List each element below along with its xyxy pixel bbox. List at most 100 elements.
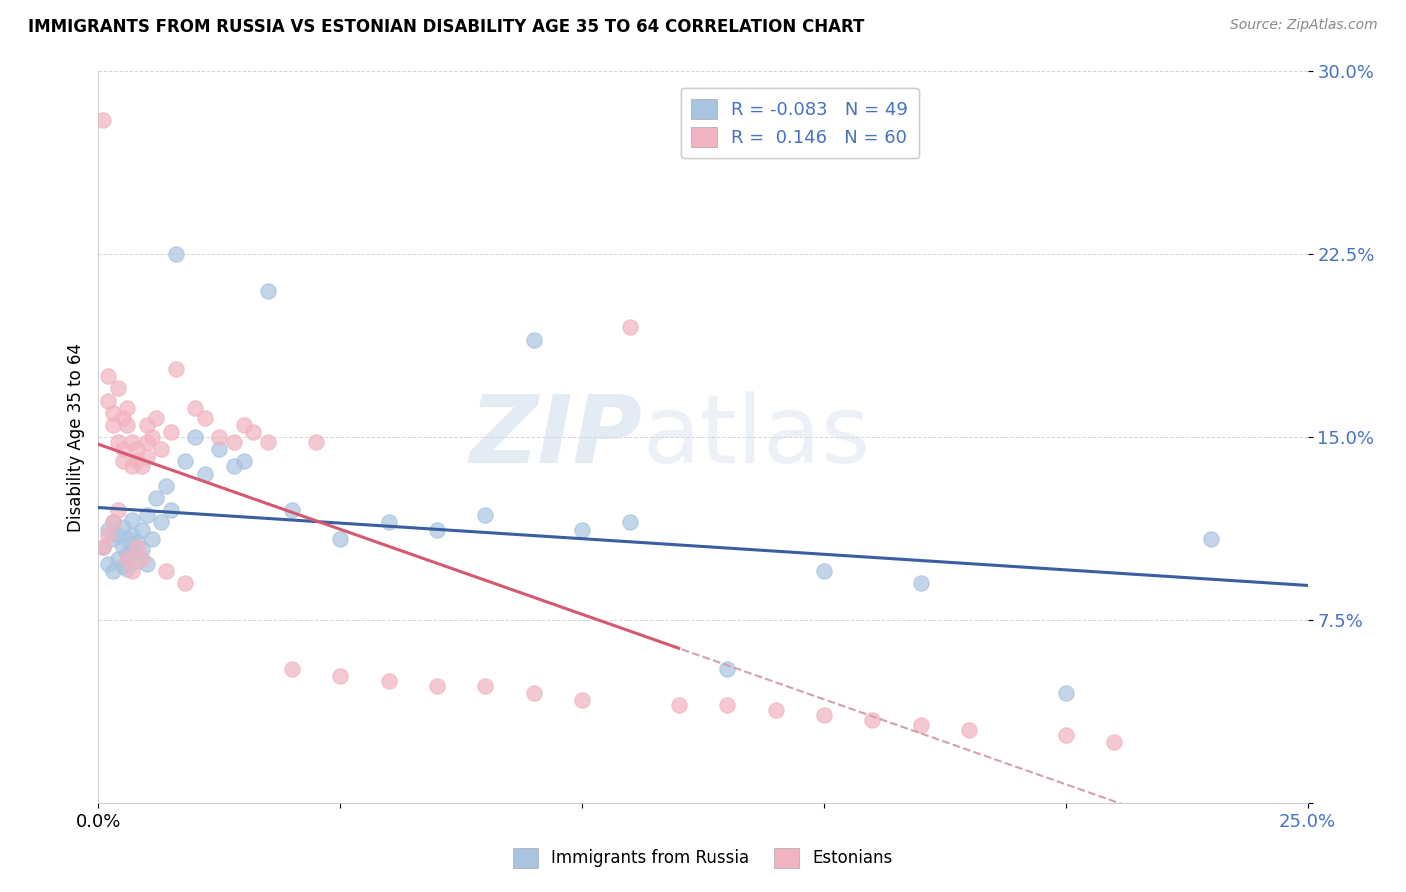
Point	[97, 523, 120, 537]
Point	[474, 508, 496, 522]
Point	[160, 425, 183, 440]
Point	[155, 479, 177, 493]
Point	[910, 718, 932, 732]
Point	[127, 535, 149, 549]
Point	[111, 559, 134, 574]
Point	[131, 459, 153, 474]
Point	[232, 454, 254, 468]
Point	[127, 454, 149, 468]
Point	[155, 564, 177, 578]
Point	[208, 430, 231, 444]
Point	[813, 564, 835, 578]
Point	[222, 459, 245, 474]
Point	[101, 516, 124, 530]
Point	[232, 417, 254, 432]
Point	[141, 430, 163, 444]
Point	[101, 533, 124, 547]
Point	[111, 520, 134, 534]
Point	[765, 703, 787, 717]
Point	[329, 533, 352, 547]
Point	[281, 662, 304, 676]
Point	[426, 523, 449, 537]
Point	[101, 516, 124, 530]
Point	[150, 442, 173, 457]
Point	[174, 576, 197, 591]
Point	[121, 544, 143, 558]
Point	[165, 247, 187, 261]
Point	[121, 527, 143, 541]
Point	[1054, 727, 1077, 741]
Text: IMMIGRANTS FROM RUSSIA VS ESTONIAN DISABILITY AGE 35 TO 64 CORRELATION CHART: IMMIGRANTS FROM RUSSIA VS ESTONIAN DISAB…	[28, 18, 865, 36]
Point	[1054, 686, 1077, 700]
Point	[860, 713, 883, 727]
Point	[256, 434, 278, 449]
Point	[121, 459, 143, 474]
Point	[474, 679, 496, 693]
Point	[127, 540, 149, 554]
Point	[107, 552, 129, 566]
Point	[222, 434, 245, 449]
Point	[135, 508, 157, 522]
Point	[97, 527, 120, 541]
Point	[117, 552, 139, 566]
Point	[194, 467, 217, 481]
Point	[111, 454, 134, 468]
Point	[377, 516, 399, 530]
Point	[1102, 735, 1125, 749]
Point	[135, 434, 157, 449]
Text: ZIP: ZIP	[470, 391, 643, 483]
Point	[668, 698, 690, 713]
Point	[523, 333, 546, 347]
Point	[135, 557, 157, 571]
Point	[97, 393, 120, 408]
Point	[716, 662, 738, 676]
Point	[101, 417, 124, 432]
Point	[117, 401, 139, 415]
Point	[305, 434, 328, 449]
Point	[117, 417, 139, 432]
Text: atlas: atlas	[643, 391, 870, 483]
Point	[121, 513, 143, 527]
Point	[97, 557, 120, 571]
Point	[117, 547, 139, 561]
Point	[174, 454, 197, 468]
Point	[1199, 533, 1222, 547]
Point	[571, 693, 593, 707]
Point	[135, 417, 157, 432]
Point	[101, 564, 124, 578]
Point	[135, 450, 157, 464]
Point	[184, 401, 207, 415]
Point	[91, 540, 114, 554]
Point	[107, 503, 129, 517]
Point	[121, 434, 143, 449]
Point	[619, 320, 641, 334]
Point	[194, 410, 217, 425]
Point	[145, 491, 167, 505]
Point	[91, 540, 114, 554]
Point	[91, 113, 114, 128]
Point	[107, 527, 129, 541]
Point	[121, 564, 143, 578]
Point	[127, 554, 149, 568]
Point	[523, 686, 546, 700]
Point	[101, 406, 124, 420]
Point	[281, 503, 304, 517]
Point	[117, 562, 139, 576]
Point	[208, 442, 231, 457]
Point	[150, 516, 173, 530]
Point	[141, 533, 163, 547]
Point	[111, 442, 134, 457]
Point	[111, 410, 134, 425]
Point	[111, 540, 134, 554]
Y-axis label: Disability Age 35 to 64: Disability Age 35 to 64	[66, 343, 84, 532]
Point	[716, 698, 738, 713]
Point	[813, 708, 835, 723]
Point	[131, 542, 153, 557]
Point	[571, 523, 593, 537]
Point	[107, 434, 129, 449]
Point	[131, 523, 153, 537]
Point	[426, 679, 449, 693]
Point	[97, 369, 120, 384]
Point	[957, 723, 980, 737]
Point	[117, 533, 139, 547]
